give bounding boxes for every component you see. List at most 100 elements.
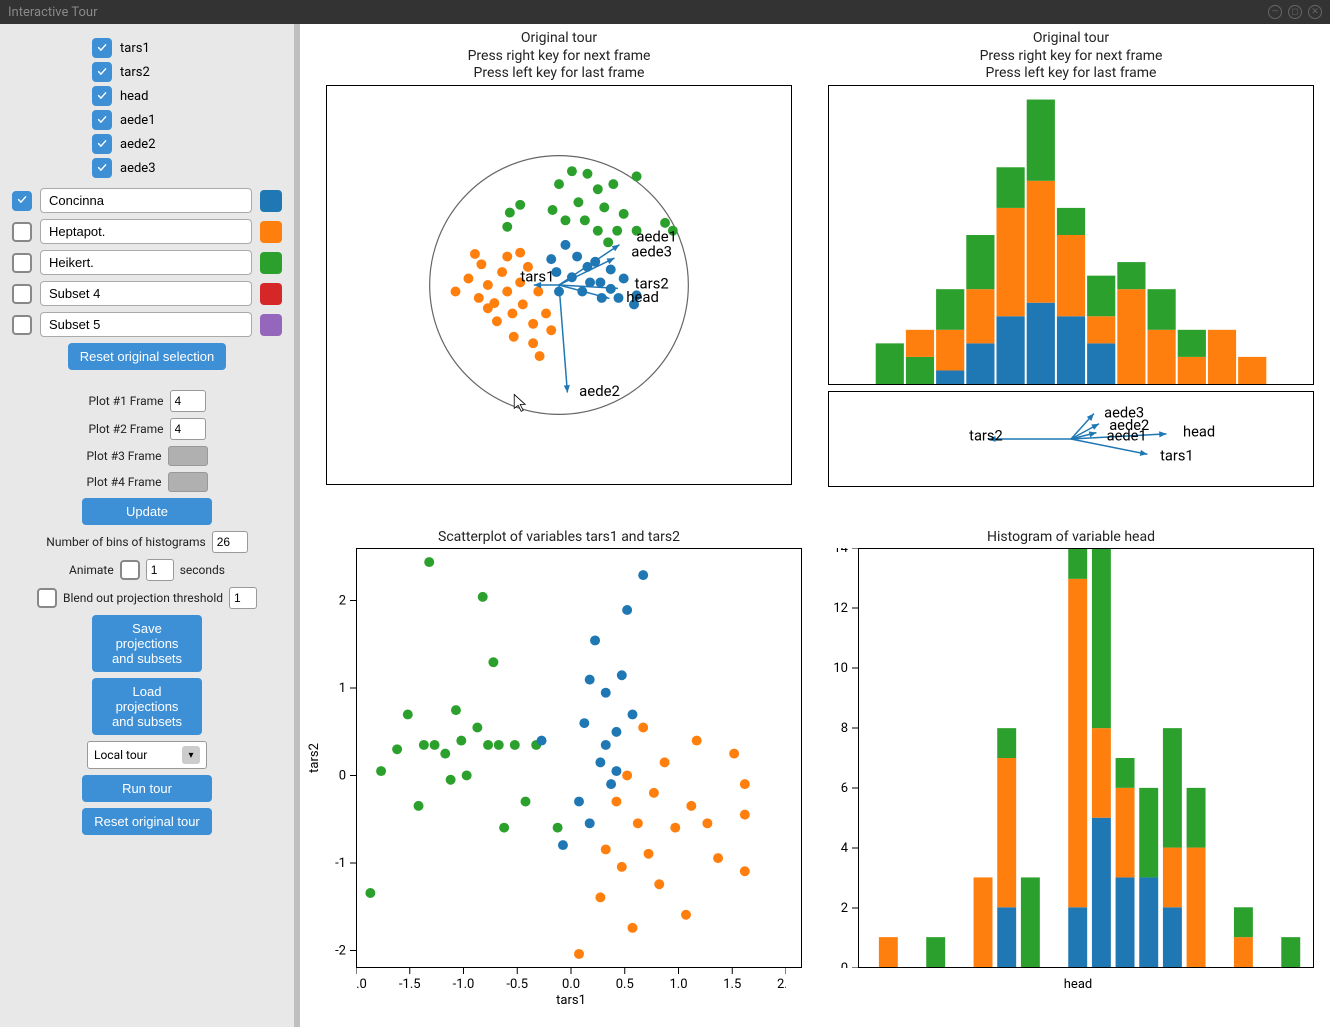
frame-label: Plot #4 Frame [86, 475, 161, 489]
subset-row [12, 250, 282, 275]
plot2-axes-box[interactable]: tars1tars2headaede1aede2aede3 [828, 391, 1314, 487]
plot1-box[interactable]: tars1tars2headaede1aede2aede3 [326, 85, 792, 485]
plot3-xaxis: -2.0-1.5-1.0-0.50.00.51.01.52.0tars1 [356, 968, 786, 1008]
plot4-box[interactable] [858, 548, 1314, 968]
variable-checkbox[interactable] [92, 38, 112, 58]
frame-input[interactable] [170, 418, 206, 440]
update-button[interactable]: Update [82, 498, 212, 525]
svg-text:tars2: tars2 [969, 426, 1003, 444]
variable-label: aede2 [120, 137, 156, 152]
sidebar: tars1 tars2 head aede1 aede2 aede3 Reset… [0, 24, 300, 1027]
plot3-title: Scatterplot of variables tars1 and tars2 [306, 529, 812, 547]
plot4-title: Histogram of variable head [818, 529, 1324, 547]
frame-row: Plot #2 Frame [12, 418, 282, 440]
blend-label: Blend out projection threshold [63, 591, 223, 605]
variable-checkbox[interactable] [92, 110, 112, 130]
subset-checkbox[interactable] [12, 315, 32, 335]
run-tour-button[interactable]: Run tour [82, 775, 212, 802]
variable-checkbox[interactable] [92, 134, 112, 154]
svg-text:2.0: 2.0 [777, 977, 786, 992]
plot2-title: Original tourPress right key for next fr… [818, 30, 1324, 83]
subset-label-input[interactable] [40, 219, 252, 244]
plot3-box[interactable] [356, 548, 802, 968]
variable-label: tars1 [120, 41, 150, 56]
subset-list [12, 188, 282, 337]
svg-text:-1: -1 [335, 856, 346, 871]
subset-checkbox[interactable] [12, 222, 32, 242]
frame-label: Plot #3 Frame [86, 449, 161, 463]
subset-label-input[interactable] [40, 312, 252, 337]
frame-label: Plot #1 Frame [88, 394, 163, 408]
svg-text:8: 8 [841, 721, 848, 736]
variable-checkbox[interactable] [92, 62, 112, 82]
animate-checkbox[interactable] [120, 560, 140, 580]
chevron-down-icon: ▾ [182, 746, 200, 764]
subset-color-swatch[interactable] [260, 190, 282, 212]
frame-input-disabled [168, 472, 208, 492]
subset-checkbox[interactable] [12, 191, 32, 211]
blend-input[interactable] [229, 587, 257, 609]
frame-label: Plot #2 Frame [88, 422, 163, 436]
svg-text:1: 1 [339, 681, 346, 696]
plot3-cell: Scatterplot of variables tars1 and tars2… [306, 529, 812, 1022]
svg-text:12: 12 [833, 601, 848, 616]
subset-color-swatch[interactable] [260, 283, 282, 305]
reset-tour-button[interactable]: Reset original tour [82, 808, 212, 835]
svg-text:head: head [1183, 422, 1215, 440]
subset-checkbox[interactable] [12, 284, 32, 304]
seconds-label: seconds [180, 563, 225, 577]
svg-text:aede2: aede2 [579, 381, 620, 399]
subset-label-input[interactable] [40, 281, 252, 306]
svg-text:tars1: tars1 [520, 267, 554, 285]
bins-input[interactable] [212, 531, 248, 553]
svg-text:-1.0: -1.0 [453, 977, 475, 992]
bins-row: Number of bins of histograms [12, 531, 282, 553]
frame-row: Plot #1 Frame [12, 390, 282, 412]
variable-label: aede3 [120, 161, 156, 176]
subset-checkbox[interactable] [12, 253, 32, 273]
subset-color-swatch[interactable] [260, 252, 282, 274]
subset-color-swatch[interactable] [260, 221, 282, 243]
titlebar: Interactive Tour — ◻ ✕ [0, 0, 1330, 24]
frame-input[interactable] [170, 390, 206, 412]
tour-type-select[interactable]: Local tour ▾ [87, 741, 207, 769]
close-icon[interactable]: ✕ [1308, 5, 1322, 19]
frame-row: Plot #3 Frame [12, 446, 282, 466]
subset-label-input[interactable] [40, 250, 252, 275]
plot2-histogram-box[interactable] [828, 85, 1314, 385]
variable-row: tars1 [92, 38, 282, 58]
window-title: Interactive Tour [8, 5, 98, 20]
plot1-cell: Original tourPress right key for next fr… [306, 30, 812, 523]
bins-label: Number of bins of histograms [46, 535, 205, 549]
svg-text:tars1: tars1 [556, 993, 586, 1008]
subset-color-swatch[interactable] [260, 314, 282, 336]
svg-text:0: 0 [841, 961, 848, 968]
animate-label: Animate [69, 563, 114, 577]
frame-inputs: Plot #1 Frame Plot #2 Frame Plot #3 Frame P… [12, 390, 282, 492]
animate-row: Animate seconds [12, 559, 282, 581]
save-projections-button[interactable]: Save projections and subsets [92, 615, 202, 672]
svg-text:0: 0 [339, 769, 346, 784]
svg-text:6: 6 [841, 781, 848, 796]
minimize-icon[interactable]: — [1268, 5, 1282, 19]
load-projections-button[interactable]: Load projections and subsets [92, 678, 202, 735]
variable-checkbox[interactable] [92, 158, 112, 178]
svg-text:tars1: tars1 [1160, 446, 1194, 464]
animate-seconds-input[interactable] [146, 559, 174, 581]
variable-checkbox[interactable] [92, 86, 112, 106]
variable-row: aede1 [92, 110, 282, 130]
frame-row: Plot #4 Frame [12, 472, 282, 492]
variable-row: head [92, 86, 282, 106]
plot4-yaxis: 02468101214 [818, 548, 858, 968]
svg-text:-0.5: -0.5 [506, 977, 528, 992]
variable-label: head [120, 89, 148, 104]
variable-row: aede3 [92, 158, 282, 178]
maximize-icon[interactable]: ◻ [1288, 5, 1302, 19]
variable-label: tars2 [120, 65, 150, 80]
svg-text:aede3: aede3 [631, 242, 672, 260]
blend-checkbox[interactable] [37, 588, 57, 608]
svg-text:head: head [626, 287, 659, 305]
subset-label-input[interactable] [40, 188, 252, 213]
reset-selection-button[interactable]: Reset original selection [68, 343, 226, 370]
plot4-svg [859, 549, 1313, 967]
